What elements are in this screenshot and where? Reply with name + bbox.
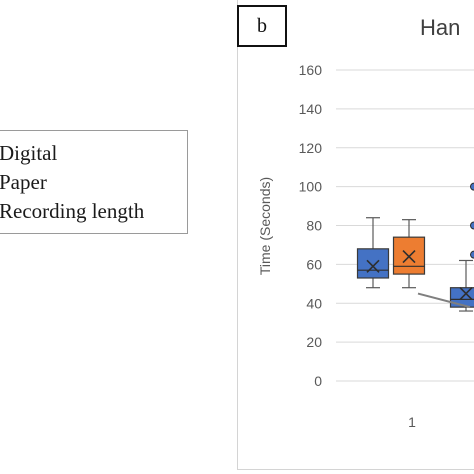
box-digital-1 (356, 217, 390, 289)
legend-item-digital: Digital (0, 141, 58, 165)
y-tick-label: 120 (299, 140, 323, 156)
outlier-point (470, 182, 474, 191)
y-tick-label: 60 (306, 256, 322, 272)
box-paper-1 (392, 219, 426, 289)
y-tick-label: 20 (306, 334, 322, 350)
recording-length-line (417, 292, 471, 309)
mean-marker (459, 286, 473, 301)
panel-label: b (237, 5, 287, 47)
outlier-point (470, 250, 474, 259)
outlier-point (470, 221, 474, 230)
y-tick-label: 160 (299, 62, 323, 78)
y-axis-label: Time (Seconds) (257, 177, 273, 275)
y-tick-label: 140 (299, 101, 323, 117)
legend: Digital Paper Recording length (0, 130, 188, 234)
legend-item-paper: Paper (0, 170, 47, 194)
mean-marker (402, 250, 416, 264)
box (392, 236, 426, 275)
chart-area (237, 0, 474, 470)
box (356, 248, 390, 279)
box-digital-2 (449, 182, 474, 312)
y-tick-label: 100 (299, 179, 323, 195)
y-tick-label: 80 (306, 218, 322, 234)
mean-marker (366, 259, 380, 273)
x-tick-label: 1 (408, 414, 416, 430)
legend-item-recording-length: Recording length (0, 199, 145, 223)
y-tick-label: 40 (306, 295, 322, 311)
chart-title: Han (420, 15, 461, 40)
y-tick-label: 0 (314, 373, 322, 389)
